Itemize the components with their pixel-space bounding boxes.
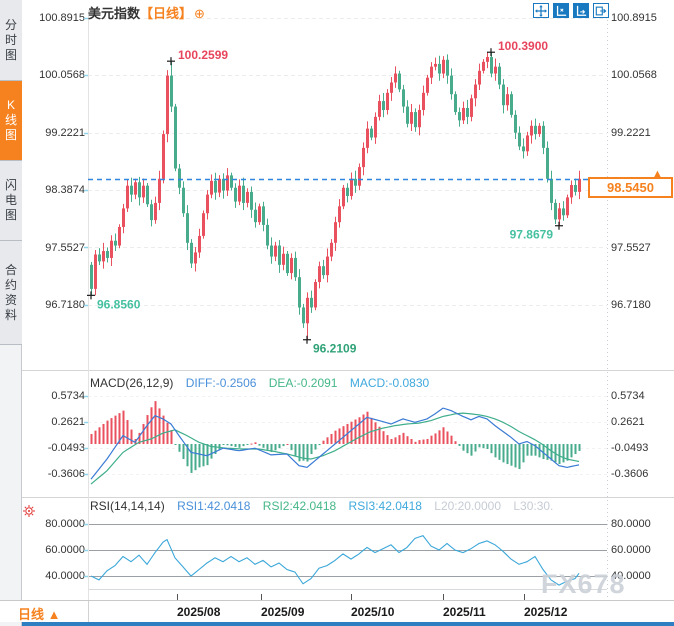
rsi3-value: RSI3:42.0418: [348, 499, 422, 513]
bottom-scrollbar[interactable]: [22, 622, 674, 626]
divider: [88, 601, 89, 623]
add-indicator-icon[interactable]: ⊕: [194, 6, 205, 21]
rsi-axis-label: 80.0000: [45, 518, 85, 530]
svg-text:100.2599: 100.2599: [178, 48, 228, 62]
rsi2-value: RSI2:42.0418: [262, 499, 337, 513]
period-label: 日线: [18, 607, 45, 622]
sidebar-item-label: 分时图: [4, 17, 17, 62]
last-price-box: 98.5450: [588, 177, 673, 198]
price-axis-label: 99.2221: [45, 127, 85, 139]
price-up-arrow-icon: ▲: [652, 168, 663, 180]
macd-header: MACD(26,12,9) DIFF:-0.2506 DEA:-0.2091 M…: [90, 376, 438, 390]
macd-hist-value: MACD:-0.0830: [349, 376, 430, 390]
dropdown-arrow-icon: ▲: [47, 607, 61, 622]
macd-title: MACD(26,12,9): [90, 376, 174, 390]
sidebar-item-label: 合约资料: [4, 262, 17, 322]
macd-axis-label: -0.3606: [47, 468, 85, 480]
rsi-l20-value: L20:20.0000: [434, 499, 501, 513]
price-axis-label: 98.3874: [45, 184, 85, 196]
chart-toolbar: [533, 3, 609, 18]
macd-axis-label: 0.5734: [611, 390, 645, 402]
svg-text:100.3900: 100.3900: [498, 39, 548, 53]
rsi-axis-label: 60.0000: [45, 544, 85, 556]
instrument-name: 美元指数: [88, 6, 141, 21]
period-tag: 【日线】: [140, 6, 193, 21]
time-axis-bar: 日线 ▲ 2025/08 2025/09 2025/10 2025/11 202…: [0, 600, 674, 623]
x-axis-label: 2025/11: [443, 605, 486, 619]
price-axis-label: 97.5527: [45, 242, 85, 254]
sidebar-item-contract-info[interactable]: 合约资料: [0, 241, 22, 345]
price-axis-label: 100.8915: [611, 12, 657, 24]
sidebar-item-timeshare[interactable]: 分时图: [0, 0, 22, 81]
sidebar-item-label: 闪电图: [4, 178, 17, 222]
x-axis-label: 2025/10: [351, 605, 395, 619]
rsi1-value: RSI1:42.0418: [177, 499, 251, 513]
y-axis-scale-icon[interactable]: [553, 3, 569, 18]
macd-dea-value: DEA:-0.2091: [268, 376, 338, 390]
svg-text:96.8560: 96.8560: [97, 297, 141, 311]
macd-axis-label: 0.5734: [51, 390, 85, 402]
price-axis-label: 100.0568: [39, 69, 85, 81]
price-axis-label: 96.7180: [45, 299, 85, 311]
price-axis-label: 99.2221: [611, 127, 651, 139]
rsi-header: RSI(14,14,14) RSI1:42.0418 RSI2:42.0418 …: [90, 499, 562, 513]
rsi-axis-label: 60.0000: [611, 544, 651, 556]
rsi-axis-label: 80.0000: [611, 518, 651, 530]
period-selector[interactable]: 日线 ▲: [18, 604, 61, 623]
macd-axis-label: -0.0493: [611, 442, 649, 454]
x-axis-scale-icon[interactable]: [573, 3, 589, 18]
x-axis-label: 2025/12: [524, 605, 568, 619]
watermark: FX678: [541, 569, 626, 599]
price-axis-label: 100.0568: [611, 69, 657, 81]
rsi-title: RSI(14,14,14): [90, 499, 165, 513]
x-axis-label: 2025/08: [177, 605, 221, 619]
price-axis-label: 100.8915: [39, 12, 85, 24]
rsi-axis-label: 40.0000: [45, 570, 85, 582]
x-axis-label: 2025/09: [261, 605, 305, 619]
svg-text:97.8679: 97.8679: [510, 228, 554, 242]
macd-diff-value: DIFF:-0.2506: [185, 376, 257, 390]
macd-axis-label: -0.0493: [47, 442, 85, 454]
price-axis-label: 97.5527: [611, 242, 651, 254]
macd-axis-label: -0.3606: [611, 468, 649, 480]
move-icon[interactable]: [533, 3, 549, 18]
macd-axis-label: 0.2621: [611, 416, 645, 428]
indicator-settings-icon[interactable]: [23, 504, 35, 517]
price-axis-label: 96.7180: [611, 299, 651, 311]
sidebar-item-lightning[interactable]: 闪电图: [0, 161, 22, 241]
macd-axis-label: 0.2621: [51, 416, 85, 428]
popout-icon[interactable]: [593, 3, 609, 18]
svg-text:96.2109: 96.2109: [313, 342, 357, 356]
chart-title: 美元指数【日线】 ⊕: [88, 3, 205, 22]
rsi-axis-label: 40.0000: [611, 570, 651, 582]
rsi-l30-value: L30:30.: [513, 499, 554, 513]
